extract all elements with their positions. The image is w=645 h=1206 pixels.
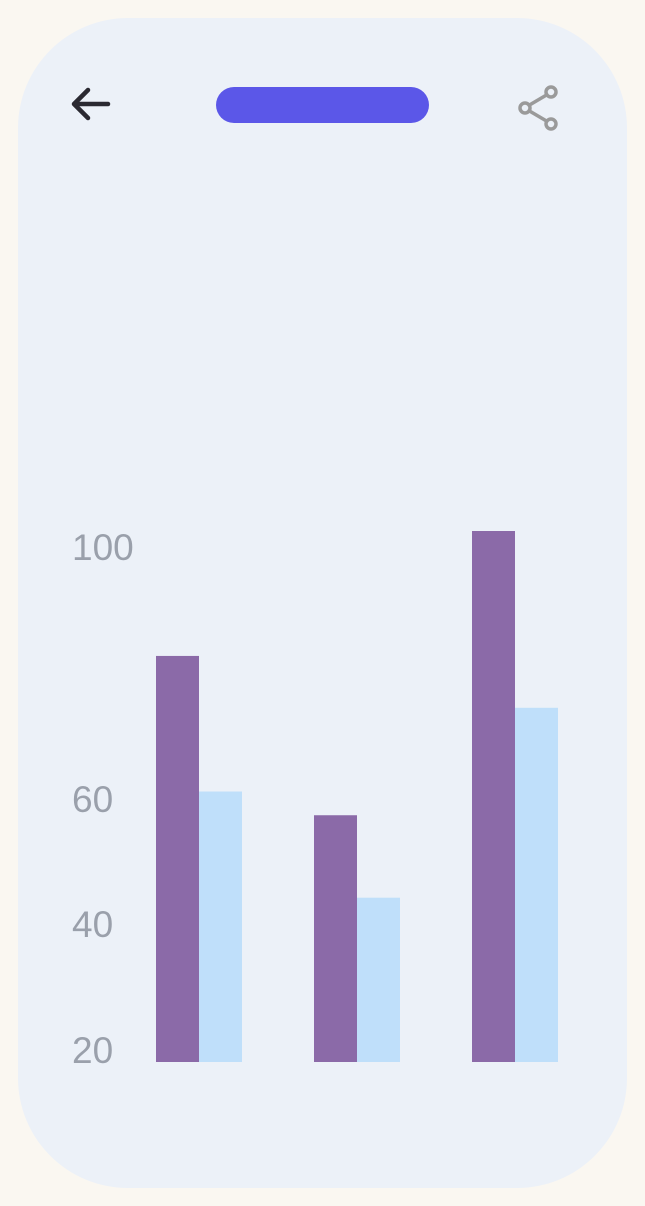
bars xyxy=(156,531,558,1062)
y-tick-label: 20 xyxy=(72,1030,113,1071)
title-placeholder xyxy=(216,87,429,123)
y-tick-label: 100 xyxy=(72,527,134,568)
bar-series-1-group-1 xyxy=(156,655,199,1062)
bar-series-2-group-2 xyxy=(357,897,400,1062)
bar-chart: 20 40 60 100 xyxy=(72,527,558,1071)
bar-series-1-group-3 xyxy=(472,531,515,1062)
share-icon xyxy=(518,85,558,131)
arrow-left-icon xyxy=(71,87,111,121)
y-tick-label: 40 xyxy=(72,904,113,945)
bar-series-2-group-1 xyxy=(199,791,242,1062)
share-button[interactable] xyxy=(511,81,567,137)
bar-series-2-group-3 xyxy=(515,707,558,1062)
y-axis: 20 40 60 100 xyxy=(72,527,134,1071)
phone-screen: 20 40 60 100 xyxy=(18,18,627,1188)
back-button[interactable] xyxy=(64,80,116,128)
y-tick-label: 60 xyxy=(72,779,113,820)
bar-series-1-group-2 xyxy=(314,815,357,1062)
